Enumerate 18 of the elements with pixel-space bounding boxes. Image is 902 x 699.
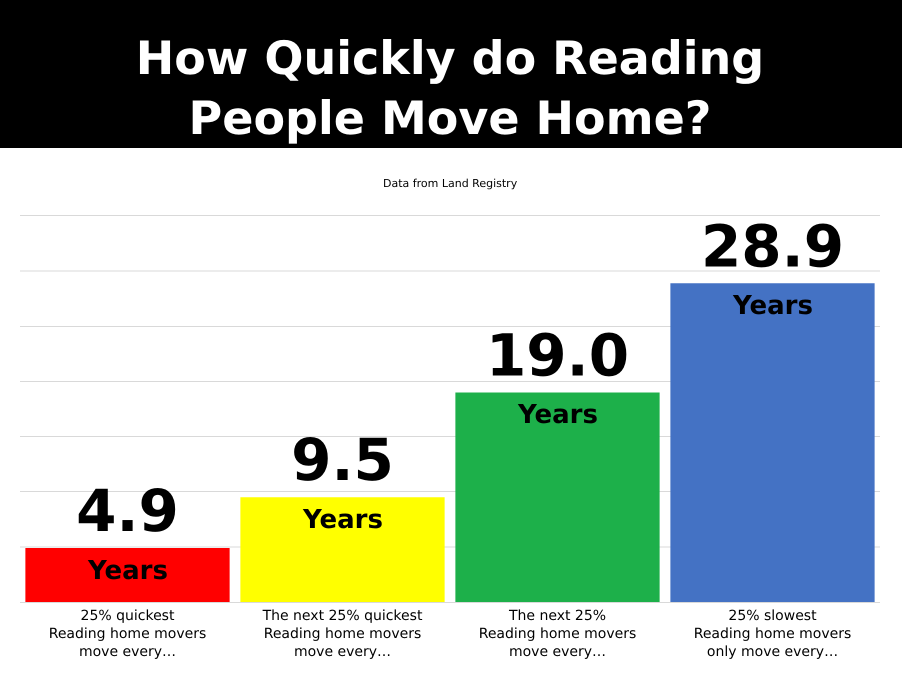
data-label: 9.5 (291, 426, 394, 494)
data-label: 28.9 (700, 212, 844, 280)
bar (240, 497, 445, 602)
x-tick-label: The next 25% quickest Reading home movers move every… (262, 608, 423, 660)
x-tick-label: 25% slowest Reading home movers only move every… (694, 608, 852, 660)
bar (670, 283, 875, 602)
chart-title: How Quickly do Reading People Move Home? (136, 31, 764, 145)
data-label: 4.9 (76, 476, 179, 545)
bar (455, 392, 660, 602)
annotation: Years (87, 556, 168, 586)
chart-subtitle: Data from Land Registry (383, 177, 518, 190)
annotation: Years (302, 505, 383, 535)
x-tick-label: 25% quickest Reading home movers move every… (48, 608, 206, 660)
data-label: 19.0 (486, 321, 630, 390)
bar (25, 548, 230, 602)
annotation: Years (517, 400, 598, 430)
x-tick-label: The next 25% Reading home movers move every… (478, 608, 636, 660)
annotation: Years (732, 291, 813, 321)
